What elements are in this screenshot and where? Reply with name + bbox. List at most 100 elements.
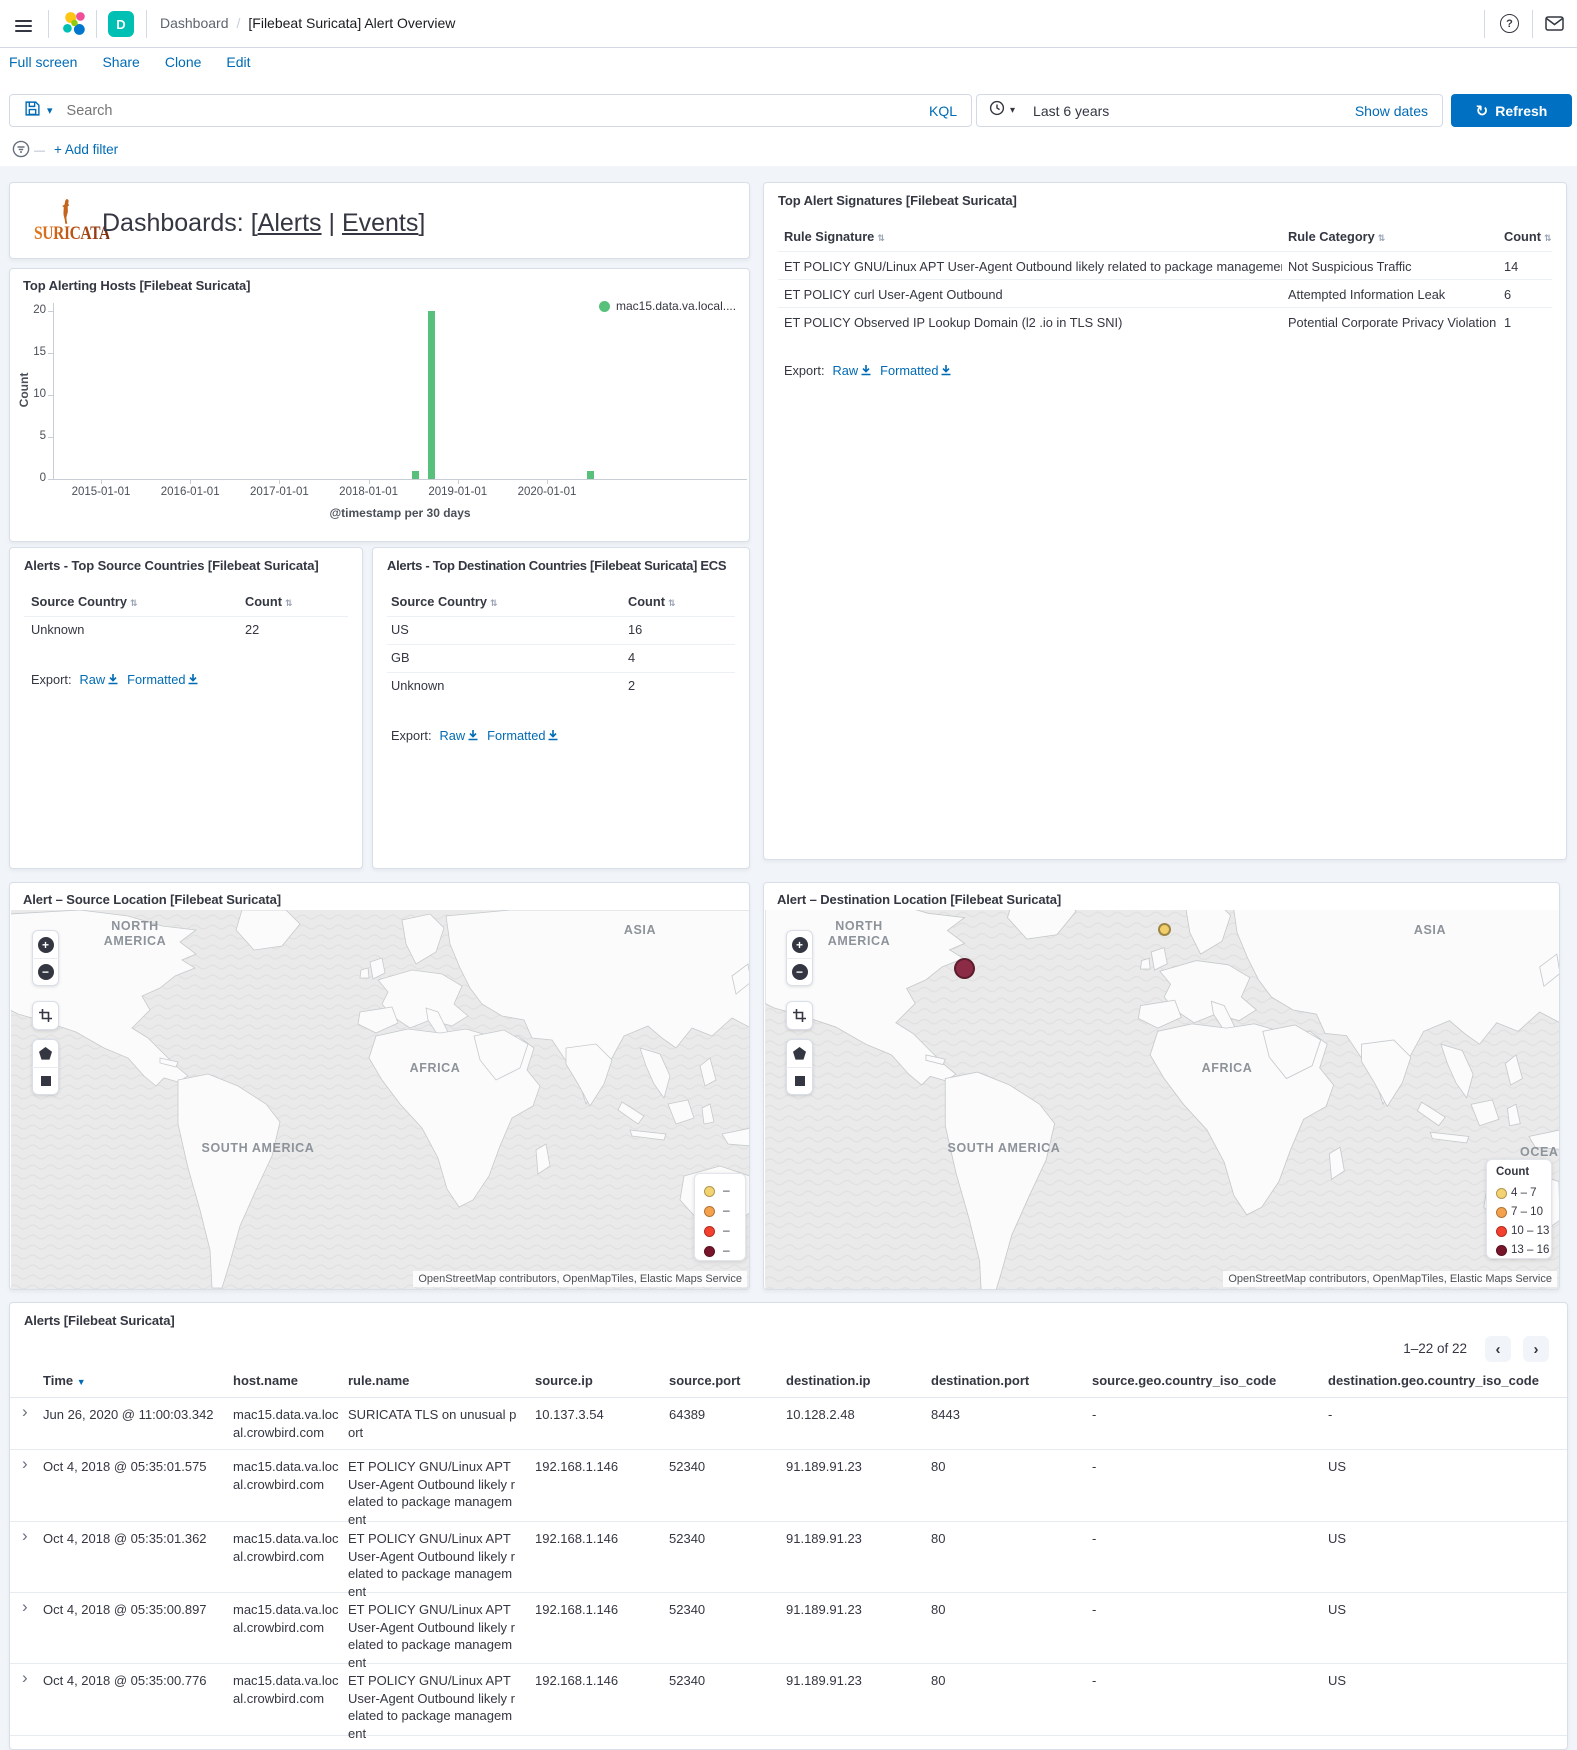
map-label-africa: AFRICA [409,1061,461,1075]
menu-hamburger-icon[interactable] [15,17,32,35]
alert-row[interactable]: › Oct 4, 2018 @ 05:35:01.362 mac15.data.… [10,1522,1567,1599]
markdown-links-panel: SURICATA Dashboards: [Alerts | Events] [9,182,750,259]
chart-legend[interactable]: mac15.data.va.local.... [599,299,749,313]
column-header-rule-signature[interactable]: Rule Signature ⇅ [784,229,885,244]
alert-row[interactable]: › Jun 26, 2020 @ 11:00:03.342 mac15.data… [10,1398,1567,1450]
map-zoom-controls: + − [32,930,59,986]
world-map[interactable] [11,910,749,1289]
zoom-out-button[interactable]: − [32,958,59,985]
refresh-button[interactable]: ↻ Refresh [1451,94,1572,127]
column-header-source-ip[interactable]: source.ip [535,1373,593,1388]
alert-row[interactable]: › Oct 4, 2018 @ 05:35:01.575 mac15.data.… [10,1450,1567,1527]
prev-page-button[interactable]: ‹ [1485,1336,1511,1362]
saved-query-chevron-icon[interactable]: ▾ [47,105,53,117]
export-formatted-link[interactable]: Formatted [880,363,952,378]
crop-tool-button[interactable] [32,1002,59,1029]
chevron-right-icon: › [1533,1340,1539,1358]
expand-row-icon[interactable]: › [22,1454,28,1473]
alert-row[interactable]: › Oct 4, 2018 @ 05:35:00.897 mac15.data.… [10,1593,1567,1670]
map-draw-controls [786,1039,813,1095]
filter-settings-icon[interactable] [12,140,30,163]
space-badge[interactable]: D [108,11,134,37]
search-input[interactable] [66,102,929,119]
column-header-source-country[interactable]: Source Country ⇅ [391,594,498,609]
expand-row-icon[interactable]: › [22,1402,28,1421]
column-header-count[interactable]: Count ⇅ [1504,229,1552,244]
pagination-label: 1–22 of 22 [1403,1341,1467,1356]
column-header-destination-port[interactable]: destination.port [931,1373,1030,1388]
column-header-destination-ip[interactable]: destination.ip [786,1373,871,1388]
column-header-host[interactable]: host.name [233,1373,299,1388]
legend-title: Count [1496,1166,1530,1178]
expand-row-icon[interactable]: › [22,1668,28,1687]
help-icon[interactable]: ? [1500,14,1519,33]
column-header-source-country[interactable]: Source Country ⇅ [31,594,138,609]
map-data-point-13-16[interactable] [954,958,975,979]
alert-row[interactable]: › Oct 4, 2018 @ 05:35:00.776 mac15.data.… [10,1664,1567,1741]
zoom-in-button[interactable]: + [786,931,813,958]
export-raw-link[interactable]: Raw [80,672,120,687]
column-header-rule-category[interactable]: Rule Category ⇅ [1288,229,1386,244]
draw-polygon-button[interactable] [786,1040,813,1067]
expand-row-icon[interactable]: › [22,1526,28,1545]
column-header-count[interactable]: Count ⇅ [245,594,293,609]
export-raw-link[interactable]: Raw [833,363,873,378]
edit-link[interactable]: Edit [226,54,251,70]
map-attribution[interactable]: OpenStreetMap contributors, OpenMapTiles… [413,1271,747,1287]
suricata-logo: SURICATA [34,199,126,245]
table-cell: 6 [1504,287,1512,302]
zoom-out-button[interactable]: − [786,958,813,985]
full-screen-link[interactable]: Full screen [9,54,78,70]
column-header-destination-geo[interactable]: destination.geo.country_iso_code [1328,1373,1539,1388]
add-filter-button[interactable]: + Add filter [54,142,119,157]
table-cell: ET POLICY Observed IP Lookup Domain (l2 … [784,315,1123,330]
map-label-asia: ASIA [623,923,657,937]
histogram-bar[interactable] [427,311,435,479]
table-cell: 16 [628,622,643,637]
map-label-south-america: SOUTH AMERICA [947,1141,1061,1155]
events-dashboard-link[interactable]: Events [341,209,419,237]
hosts-histogram[interactable]: 0 5 10 15 20 2015-01-01 2016-01-01 2017-01-01 20… [10,269,749,541]
top-source-countries-panel: Alerts - Top Source Countries [Filebeat … [9,547,363,869]
table-cell: 1 [1504,315,1512,330]
clone-link[interactable]: Clone [164,54,202,70]
elastic-logo[interactable] [62,11,88,42]
histogram-bar[interactable] [411,470,419,479]
alert-destination-location-panel: Alert – Destination Location [Filebeat S… [763,882,1560,1290]
draw-rect-button[interactable] [32,1067,59,1094]
export-formatted-link[interactable]: Formatted [487,728,559,743]
export-formatted-link[interactable]: Formatted [127,672,199,687]
clock-icon[interactable] [989,100,1005,121]
time-picker-chevron-icon[interactable]: ▾ [1010,105,1016,116]
next-page-button[interactable]: › [1523,1336,1549,1362]
table-cell: Unknown [31,622,85,637]
column-header-time[interactable]: Time ▼ [43,1373,86,1388]
expand-row-icon[interactable]: › [22,1597,28,1616]
saved-query-icon[interactable] [22,100,41,121]
show-dates-button[interactable]: Show dates [1354,102,1428,119]
map-attribution[interactable]: OpenStreetMap contributors, OpenMapTiles… [1223,1271,1557,1287]
plus-icon: + [791,936,808,953]
breadcrumb-dashboard[interactable]: Dashboard [160,15,229,31]
newsfeed-mail-icon[interactable] [1545,16,1564,36]
draw-rect-button[interactable] [786,1067,813,1094]
legend-dot [704,1186,715,1197]
share-link[interactable]: Share [102,54,140,70]
draw-polygon-button[interactable] [32,1040,59,1067]
world-map[interactable] [765,910,1559,1289]
export-raw-link[interactable]: Raw [440,728,480,743]
crop-tool-button[interactable] [786,1002,813,1029]
map-data-point-4-7[interactable] [1158,923,1171,936]
column-header-count[interactable]: Count ⇅ [628,594,676,609]
zoom-in-button[interactable]: + [32,931,59,958]
histogram-bar[interactable] [586,470,594,479]
panel-title: Top Alert Signatures [Filebeat Suricata] [778,193,1017,208]
alerts-dashboard-link[interactable]: Alerts [257,209,322,237]
column-header-source-port[interactable]: source.port [669,1373,741,1388]
time-range-value[interactable]: Last 6 years [1033,102,1110,119]
sort-icon: ⇅ [1543,234,1552,244]
query-language-button[interactable]: KQL [928,102,957,119]
sort-icon: ⇅ [130,599,138,609]
column-header-rule[interactable]: rule.name [348,1373,410,1388]
column-header-source-geo[interactable]: source.geo.country_iso_code [1092,1373,1277,1388]
